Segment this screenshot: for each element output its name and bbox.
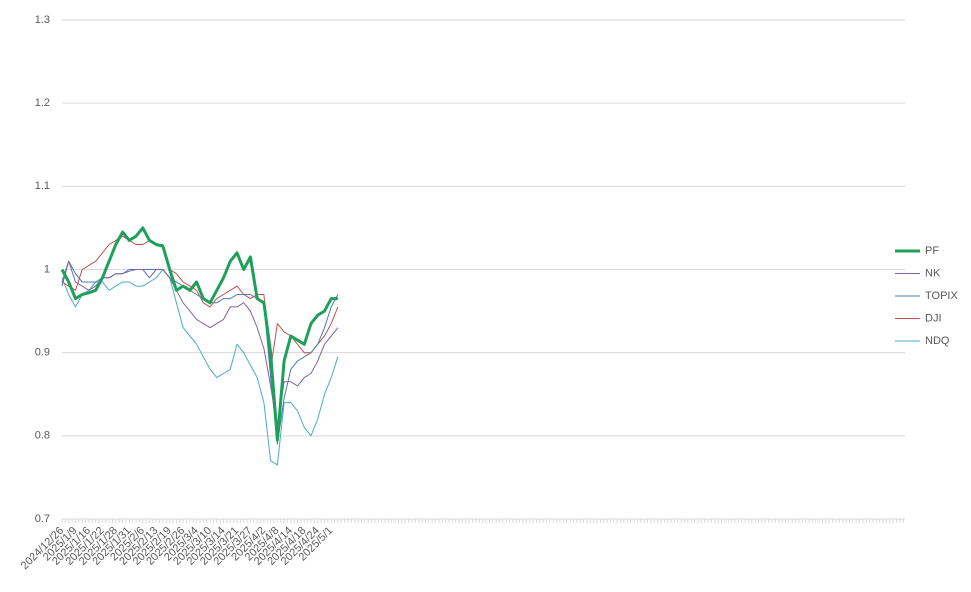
y-tick-label: 0.8: [35, 430, 50, 442]
legend-label: PF: [925, 245, 939, 257]
series-line: [61, 235, 339, 370]
y-tick-label: 0.9: [35, 347, 50, 359]
legend-label: NK: [925, 267, 941, 279]
series-line: [60, 226, 338, 442]
y-tick-label: 1.3: [35, 14, 50, 26]
legend-label: TOPIX: [925, 290, 958, 302]
y-tick-label: 0.7: [35, 513, 50, 525]
legend-label: DJI: [925, 312, 942, 324]
y-tick-label: 1.2: [35, 97, 50, 109]
series-line: [61, 260, 339, 428]
legend-label: NDQ: [925, 335, 950, 347]
y-tick-label: 1.1: [35, 180, 50, 192]
y-tick-label: 1: [44, 263, 50, 275]
series-line: [61, 269, 339, 466]
